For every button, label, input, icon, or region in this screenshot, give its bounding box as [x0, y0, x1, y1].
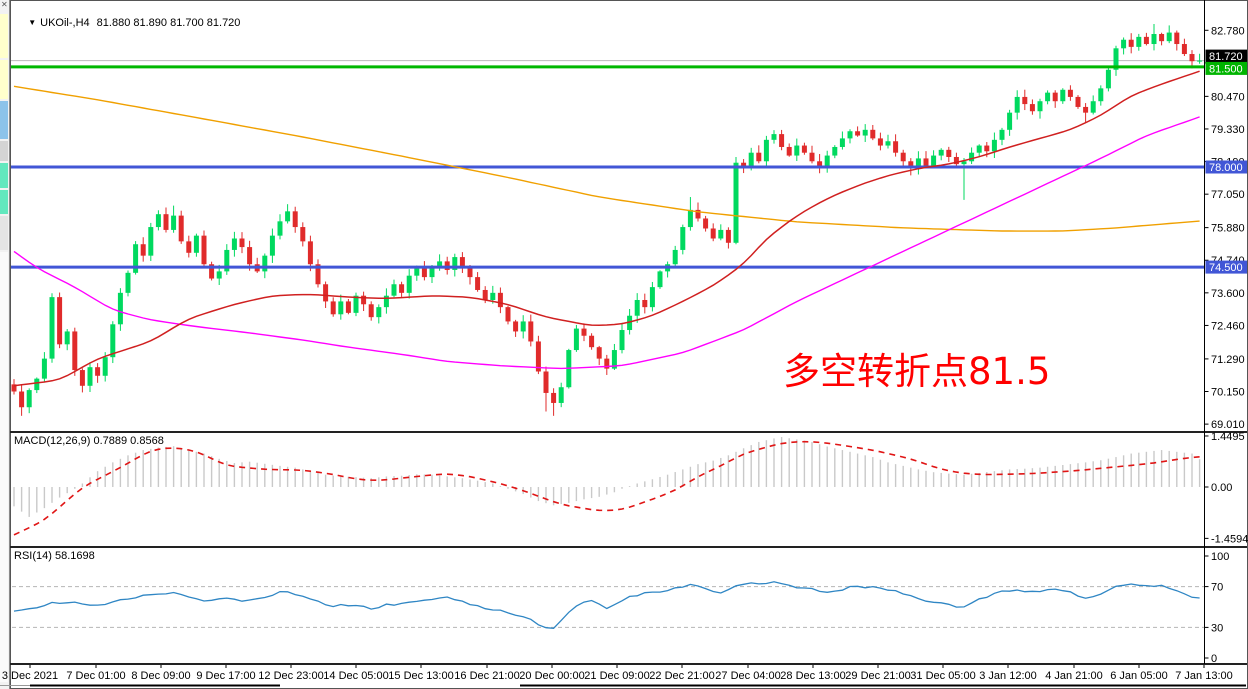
rsi-scale-label: 100: [1211, 551, 1229, 563]
price-tick-label: 77.050: [1211, 189, 1245, 201]
time-tick-label: 15 Dec 13:00: [388, 670, 453, 682]
price-tick-label: 73.600: [1211, 288, 1245, 300]
rsi-scale-label: 30: [1211, 622, 1223, 634]
time-tick-label: 7 Dec 01:00: [66, 670, 125, 682]
time-tick-label: 31 Dec 05:00: [910, 670, 975, 682]
ma-slow-orange: [13, 85, 1200, 232]
macd-panel: [13, 437, 1201, 536]
svg-text:81.720: 81.720: [1209, 51, 1243, 63]
svg-text:81.500: 81.500: [1209, 63, 1243, 75]
time-tick-label: 4 Jan 21:00: [1045, 670, 1103, 682]
macd-signal-line: [13, 440, 1200, 536]
svg-text:74.500: 74.500: [1209, 262, 1243, 274]
current-price-badge: 81.720: [1205, 49, 1247, 63]
time-tick-label: 29 Dec 21:00: [845, 670, 910, 682]
chart-title-quote: 81.880 81.890 81.700 81.720: [96, 17, 241, 29]
svg-text:78.000: 78.000: [1209, 162, 1243, 174]
time-tick-label: 14 Dec 05:00: [323, 670, 388, 682]
time-tick-label: 8 Dec 09:00: [131, 670, 190, 682]
time-tick-label: 3 Jan 12:00: [979, 670, 1037, 682]
price-tick-label: 70.150: [1211, 387, 1245, 399]
candles-layer: [11, 24, 1203, 416]
rsi-indicator-label: RSI(14) 58.1698: [14, 550, 95, 562]
time-axis[interactable]: 3 Dec 2021 7 Dec 01:00 8 Dec 09:00 9 Dec 17…: [2, 665, 1233, 682]
macd-scale-label: 1.4495: [1211, 431, 1245, 443]
time-tick-label: 20 Dec 00:00: [519, 670, 584, 682]
time-tick-label: 16 Dec 21:00: [454, 670, 519, 682]
rsi-scale-label: 70: [1211, 582, 1223, 594]
market-watch-row-fragment: [0, 60, 8, 99]
price-axis[interactable]: 82.78081.64080.47079.33078.19077.05075.8…: [1204, 25, 1248, 665]
left-panel-sliver[interactable]: ✕: [0, 0, 10, 689]
time-tick-label: 27 Dec 04:00: [715, 670, 780, 682]
time-tick-label: 7 Jan 13:00: [1175, 670, 1233, 682]
price-tick-label: 79.330: [1211, 124, 1245, 136]
market-watch-row-fragment: [0, 14, 8, 58]
panel-background-fragment: [0, 252, 8, 682]
price-tick-label: 80.470: [1211, 91, 1245, 103]
time-tick-label: 3 Dec 2021: [2, 670, 58, 682]
time-tick-label: 12 Dec 23:00: [258, 670, 323, 682]
ma-fast-red: [13, 70, 1200, 387]
price-tick-label: 72.460: [1211, 320, 1245, 332]
chart-title-bar: ▼ UKOil-,H4 81.880 81.890 81.700 81.720: [16, 5, 240, 41]
time-tick-label: 22 Dec 21:00: [649, 670, 714, 682]
rsi-line: [13, 581, 1200, 629]
time-tick-label: 28 Dec 13:00: [780, 670, 845, 682]
time-tick-label: 21 Dec 09:00: [584, 670, 649, 682]
macd-scale-label: 0.00: [1211, 482, 1232, 494]
price-tick-label: 69.010: [1211, 419, 1245, 431]
rsi-panel: [12, 581, 1205, 629]
ma-mid-magenta: [13, 116, 1200, 370]
hline-78000-badge: 78.000: [1205, 160, 1247, 174]
hline-81500-badge: 81.500: [1205, 61, 1247, 75]
price-tick-label: 82.780: [1211, 25, 1245, 37]
annotation-text[interactable]: 多空转折点81.5: [783, 350, 1051, 393]
macd-indicator-label: MACD(12,26,9) 0.7889 0.8568: [14, 435, 164, 447]
market-watch-row-fragment: [0, 101, 8, 139]
market-watch-row-fragment: [0, 163, 8, 188]
macd-scale-label: -1.4594: [1211, 533, 1248, 545]
price-tick-label: 75.880: [1211, 223, 1245, 235]
time-tick-label: 6 Jan 05:00: [1110, 670, 1168, 682]
close-icon[interactable]: ✕: [1, 0, 8, 9]
price-panel: [11, 24, 1205, 416]
market-watch-row-fragment: [0, 190, 8, 214]
market-watch-row-fragment: [0, 141, 8, 161]
bottom-scroll-segment[interactable]: [30, 684, 280, 687]
price-tick-label: 71.290: [1211, 354, 1245, 366]
hline-74500-badge: 74.500: [1205, 260, 1247, 274]
bottom-scroll-segment[interactable]: [520, 684, 1246, 687]
rsi-scale-label: 0: [1211, 653, 1217, 665]
time-tick-label: 9 Dec 17:00: [196, 670, 255, 682]
chart-title-symbol: UKOil-,H4: [40, 17, 90, 29]
market-watch-row-fragment: [0, 216, 8, 250]
symbol-dropdown-icon[interactable]: ▼: [28, 18, 37, 27]
